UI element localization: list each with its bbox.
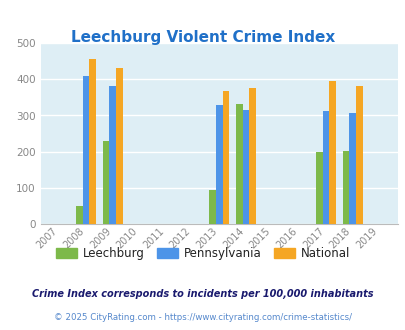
Text: © 2025 CityRating.com - https://www.cityrating.com/crime-statistics/: © 2025 CityRating.com - https://www.city… bbox=[54, 313, 351, 322]
Bar bbox=[315, 152, 322, 224]
Bar bbox=[82, 76, 89, 224]
Text: Crime Index corresponds to incidents per 100,000 inhabitants: Crime Index corresponds to incidents per… bbox=[32, 289, 373, 299]
Bar bbox=[209, 190, 215, 224]
Bar bbox=[355, 86, 362, 224]
Text: Leechburg Violent Crime Index: Leechburg Violent Crime Index bbox=[71, 30, 334, 45]
Legend: Leechburg, Pennsylvania, National: Leechburg, Pennsylvania, National bbox=[51, 242, 354, 265]
Bar bbox=[249, 88, 255, 224]
Bar bbox=[342, 151, 348, 224]
Bar bbox=[242, 110, 249, 224]
Bar bbox=[348, 113, 355, 224]
Bar bbox=[76, 206, 82, 224]
Bar bbox=[89, 59, 96, 224]
Bar bbox=[116, 68, 122, 224]
Bar bbox=[215, 105, 222, 224]
Bar bbox=[322, 111, 328, 224]
Bar bbox=[328, 82, 335, 224]
Bar bbox=[222, 91, 229, 224]
Bar bbox=[102, 141, 109, 224]
Bar bbox=[109, 86, 116, 224]
Bar bbox=[235, 104, 242, 224]
